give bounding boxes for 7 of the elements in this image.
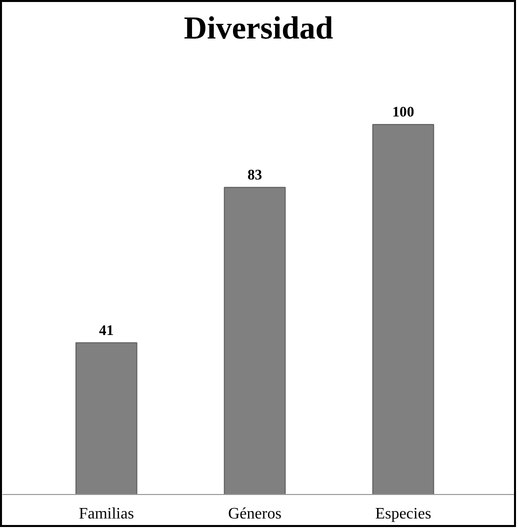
x-tick-label: Familias <box>78 506 134 522</box>
chart-title: Diversidad <box>184 10 334 46</box>
x-tick-label: Géneros <box>228 506 282 522</box>
data-label: 41 <box>99 322 114 339</box>
data-label: 100 <box>392 104 414 120</box>
data-label: 83 <box>247 167 262 184</box>
x-tick-label: Especies <box>375 506 432 522</box>
